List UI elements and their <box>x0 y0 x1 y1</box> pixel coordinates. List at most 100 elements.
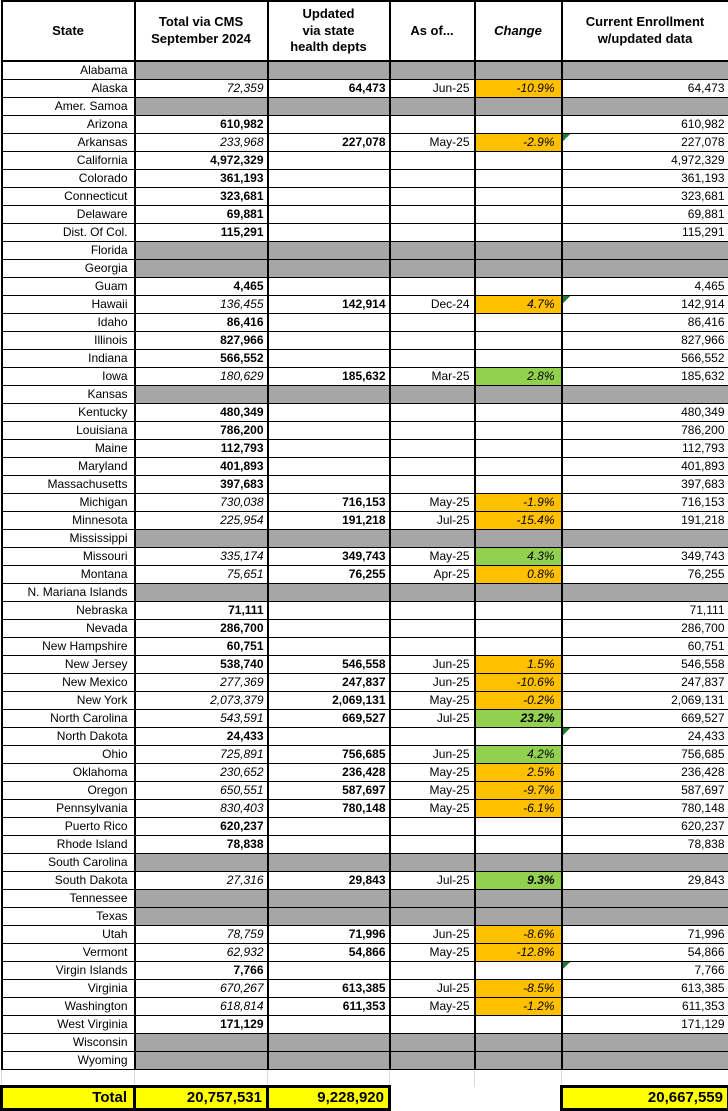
cell-cms-total[interactable]: 24,433 <box>133 727 269 746</box>
cell-cms-total[interactable]: 2,073,379 <box>133 691 269 710</box>
cell-updated[interactable] <box>266 187 391 206</box>
cell-state[interactable]: Wyoming <box>0 1051 136 1070</box>
cell-as-of[interactable] <box>388 619 476 638</box>
cell-current[interactable]: 361,193 <box>560 169 728 188</box>
cell-updated[interactable] <box>266 727 391 746</box>
spacer-cell[interactable] <box>134 1069 268 1087</box>
cell-updated[interactable] <box>266 619 391 638</box>
cell-current[interactable]: 716,153 <box>560 493 728 512</box>
cell-change[interactable] <box>473 223 563 242</box>
cell-current[interactable]: 349,743 <box>560 547 728 566</box>
cell-current[interactable]: 546,558 <box>560 655 728 674</box>
cell-change[interactable]: -12.8% <box>473 943 563 962</box>
cell-updated[interactable] <box>266 277 391 296</box>
cell-state[interactable]: Vermont <box>0 943 136 962</box>
cell-current[interactable] <box>560 259 728 278</box>
cell-current[interactable]: 756,685 <box>560 745 728 764</box>
cell-change[interactable] <box>473 637 563 656</box>
cell-updated[interactable] <box>266 1033 391 1052</box>
header-updated[interactable]: Updated via state health depts <box>266 0 391 62</box>
cell-updated[interactable] <box>266 349 391 368</box>
cell-change[interactable]: 1.5% <box>473 655 563 674</box>
cell-change[interactable]: 4.7% <box>473 295 563 314</box>
cell-updated[interactable] <box>266 97 391 116</box>
cell-change[interactable] <box>473 1015 563 1034</box>
cell-change[interactable] <box>473 205 563 224</box>
cell-updated[interactable] <box>266 907 391 926</box>
cell-updated[interactable]: 2,069,131 <box>266 691 391 710</box>
cell-cms-total[interactable]: 286,700 <box>133 619 269 638</box>
cell-change[interactable] <box>473 349 563 368</box>
cell-updated[interactable]: 191,218 <box>266 511 391 530</box>
cell-updated[interactable]: 64,473 <box>266 79 391 98</box>
cell-as-of[interactable] <box>388 241 476 260</box>
cell-as-of[interactable] <box>388 853 476 872</box>
cell-state[interactable]: Montana <box>0 565 136 584</box>
cell-current[interactable]: 112,793 <box>560 439 728 458</box>
cell-change[interactable]: -10.9% <box>473 79 563 98</box>
cell-cms-total[interactable]: 78,838 <box>133 835 269 854</box>
cell-change[interactable] <box>473 1051 563 1070</box>
cell-updated[interactable] <box>266 601 391 620</box>
cell-cms-total[interactable]: 136,455 <box>133 295 269 314</box>
cell-change[interactable]: -0.2% <box>473 691 563 710</box>
cell-change[interactable]: -1.2% <box>473 997 563 1016</box>
cell-current[interactable] <box>560 385 728 404</box>
cell-updated[interactable] <box>266 385 391 404</box>
cell-state[interactable]: California <box>0 151 136 170</box>
total-empty-cell[interactable] <box>474 1086 562 1110</box>
cell-updated[interactable] <box>266 403 391 422</box>
cell-change[interactable] <box>473 187 563 206</box>
cell-cms-total[interactable]: 27,316 <box>133 871 269 890</box>
cell-change[interactable] <box>473 601 563 620</box>
cell-current[interactable]: 142,914 <box>560 295 728 314</box>
cell-as-of[interactable]: May-25 <box>388 997 476 1016</box>
cell-current[interactable]: 786,200 <box>560 421 728 440</box>
cell-current[interactable]: 76,255 <box>560 565 728 584</box>
cell-as-of[interactable] <box>388 907 476 926</box>
cell-current[interactable]: 71,996 <box>560 925 728 944</box>
cell-change[interactable] <box>473 907 563 926</box>
cell-as-of[interactable] <box>388 583 476 602</box>
cell-current[interactable] <box>560 907 728 926</box>
cell-current[interactable]: 29,843 <box>560 871 728 890</box>
cell-state[interactable]: Oregon <box>0 781 136 800</box>
cell-cms-total[interactable]: 233,968 <box>133 133 269 152</box>
cell-cms-total[interactable]: 71,111 <box>133 601 269 620</box>
cell-updated[interactable] <box>266 1051 391 1070</box>
cell-state[interactable]: Georgia <box>0 259 136 278</box>
cell-change[interactable] <box>473 475 563 494</box>
cell-current[interactable]: 71,111 <box>560 601 728 620</box>
cell-as-of[interactable]: May-25 <box>388 763 476 782</box>
cell-as-of[interactable]: May-25 <box>388 943 476 962</box>
cell-change[interactable]: -15.4% <box>473 511 563 530</box>
cell-as-of[interactable] <box>388 97 476 116</box>
cell-updated[interactable]: 546,558 <box>266 655 391 674</box>
cell-change[interactable] <box>473 817 563 836</box>
cell-cms-total[interactable] <box>133 1051 269 1070</box>
cell-cms-total[interactable]: 4,972,329 <box>133 151 269 170</box>
cell-change[interactable] <box>473 835 563 854</box>
cell-updated[interactable]: 780,148 <box>266 799 391 818</box>
header-state[interactable]: State <box>0 0 136 62</box>
cell-current[interactable]: 397,683 <box>560 475 728 494</box>
cell-current[interactable]: 2,069,131 <box>560 691 728 710</box>
cell-current[interactable]: 827,966 <box>560 331 728 350</box>
cell-cms-total[interactable]: 60,751 <box>133 637 269 656</box>
cell-change[interactable] <box>473 115 563 134</box>
cell-change[interactable] <box>473 97 563 116</box>
cell-current[interactable]: 191,218 <box>560 511 728 530</box>
cell-current[interactable] <box>560 60 728 80</box>
cell-as-of[interactable] <box>388 60 476 80</box>
cell-state[interactable]: Washington <box>0 997 136 1016</box>
cell-as-of[interactable]: May-25 <box>388 799 476 818</box>
cell-cms-total[interactable] <box>133 907 269 926</box>
cell-current[interactable]: 185,632 <box>560 367 728 386</box>
cell-as-of[interactable] <box>388 601 476 620</box>
cell-updated[interactable]: 756,685 <box>266 745 391 764</box>
cell-cms-total[interactable] <box>133 385 269 404</box>
cell-updated[interactable]: 247,837 <box>266 673 391 692</box>
cell-state[interactable]: West Virginia <box>0 1015 136 1034</box>
cell-as-of[interactable] <box>388 817 476 836</box>
cell-as-of[interactable]: Jun-25 <box>388 655 476 674</box>
